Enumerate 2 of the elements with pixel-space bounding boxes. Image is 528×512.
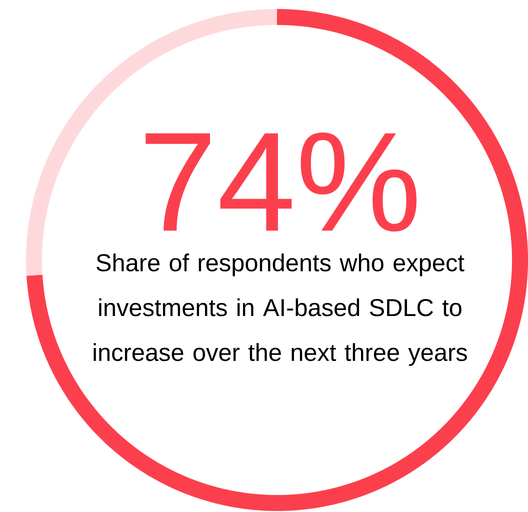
data-label: 74%	[146, 132, 416, 232]
text: Share of respondents who expect investments in AI-based SDLC to increase over the next three years	[94, 254, 467, 366]
